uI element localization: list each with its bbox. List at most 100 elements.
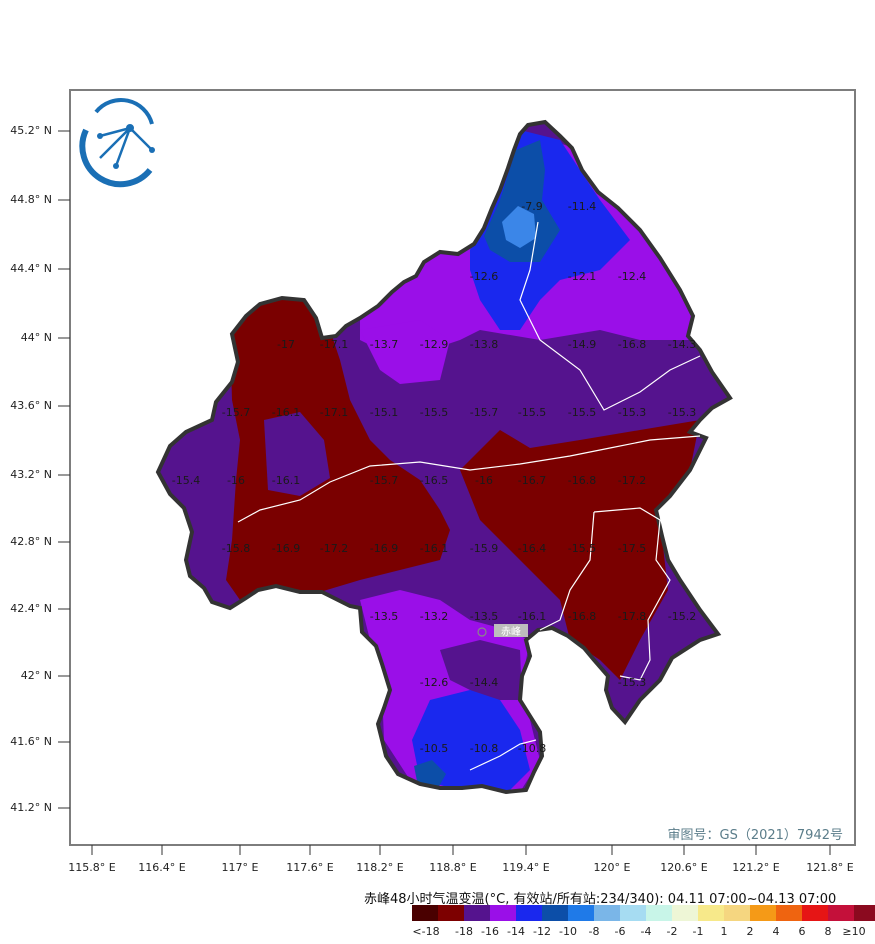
legend-swatch [516,905,542,921]
station-value: -16.7 [518,474,546,487]
legend-swatch [412,905,438,921]
station-value: -12.6 [470,270,498,283]
station-value: -15.5 [518,406,546,419]
latitude-label: 41.2° N [10,801,52,814]
station-value: -13.8 [470,338,498,351]
longitude-label: 119.4° E [502,861,550,874]
station-value: -15.2 [668,610,696,623]
station-value: -17.2 [618,474,646,487]
zone-darkblue-north [484,140,560,262]
station-value: -12.1 [568,270,596,283]
station-value: -13.5 [470,610,498,623]
legend-label: -16 [481,925,499,938]
station-value: -14.3 [668,338,696,351]
station-value: -16.8 [568,610,596,623]
station-value: -12.9 [420,338,448,351]
legend-swatch [672,905,698,921]
station-value: -15.4 [172,474,200,487]
station-value: -13.5 [370,610,398,623]
station-value: -15.5 [568,406,596,419]
longitude-label: 118.2° E [356,861,404,874]
legend-label: 1 [720,925,728,938]
legend-label: -1 [692,925,704,938]
station-value: -16.1 [420,542,448,555]
station-value: -15.3 [668,406,696,419]
longitude-label: 118.8° E [429,861,477,874]
legend-label: -2 [666,925,678,938]
station-value: -14.9 [568,338,596,351]
zone-lightblue-north [502,206,536,248]
longitude-label: 117.6° E [286,861,334,874]
legend-label: -14 [507,925,525,938]
longitude-label: 120.6° E [660,861,708,874]
boundary-line-3 [593,507,671,681]
legend-label: <-18 [412,925,440,938]
station-value: -16 [227,474,245,487]
station-value: -15.9 [470,542,498,555]
zone-darkblue-south [414,760,446,788]
longitude-label: 121.8° E [806,861,854,874]
legend-swatch [724,905,750,921]
zone-maroon-east [460,420,700,680]
latitude-label: 42° N [20,669,52,682]
station-value: -15.1 [370,406,398,419]
zone-maroon-west [226,296,450,600]
legend-label: -12 [533,925,551,938]
legend-swatch [594,905,620,921]
station-value: -16 [475,474,493,487]
zone-purple-west-patch [264,412,330,496]
station-value: -17.8 [618,610,646,623]
longitude-label: 115.8° E [68,861,116,874]
legend-label: -8 [588,925,600,938]
legend-label: -18 [455,925,473,938]
legend-label: -10 [559,925,577,938]
county-boundaries [237,221,701,771]
city-marker: 赤峰 [477,624,528,638]
logo [79,98,158,188]
legend-swatch [854,905,875,921]
legend-swatch [464,905,490,921]
approval-number: 审图号：GS（2021）7942号 [667,828,844,843]
station-value: -12.6 [420,676,448,689]
station-value: -13.7 [370,338,398,351]
station-value: -17.1 [320,338,348,351]
station-value: -15.3 [618,676,646,689]
station-value: -16.4 [518,542,546,555]
station-value: -16.1 [272,474,300,487]
legend-swatch [802,905,828,921]
latitude-label: 43.6° N [10,399,52,412]
boundary-line-4 [539,511,595,631]
boundary-line-1 [237,435,701,523]
latitude-label: 42.8° N [10,535,52,548]
station-value: -15.5 [420,406,448,419]
longitude-label: 120° E [593,861,631,874]
latitude-label: 45.2° N [10,124,52,137]
station-values: -7.9 -11.4 -12.6 -12.1 -12.4 -17 -17.1 -13.7 -12… [172,200,696,755]
axis-ticks [58,130,831,855]
legend-swatch [750,905,776,921]
latitude-label: 41.6° N [10,735,52,748]
station-value: -10.8 [470,742,498,755]
station-value: -14.4 [470,676,498,689]
station-value: -17 [277,338,295,351]
longitude-label: 121.2° E [732,861,780,874]
latitude-label: 43.2° N [10,468,52,481]
station-value: -15.8 [222,542,250,555]
zone-darkpurple-south [440,640,522,700]
latitude-label: 44.8° N [10,193,52,206]
station-value: -13.2 [420,610,448,623]
legend-label: 8 [824,925,832,938]
latitude-label: 42.4° N [10,602,52,615]
longitude-label: 117° E [221,861,259,874]
legend-swatch [828,905,854,921]
zone-purple-mid [360,320,450,384]
station-value: -16.9 [272,542,300,555]
station-value: -16.9 [370,542,398,555]
station-value: -16.1 [518,610,546,623]
legend-swatch [490,905,516,921]
legend-label: -4 [640,925,652,938]
legend-swatch [620,905,646,921]
station-value: -17.5 [618,542,646,555]
latitude-label: 44° N [20,331,52,344]
